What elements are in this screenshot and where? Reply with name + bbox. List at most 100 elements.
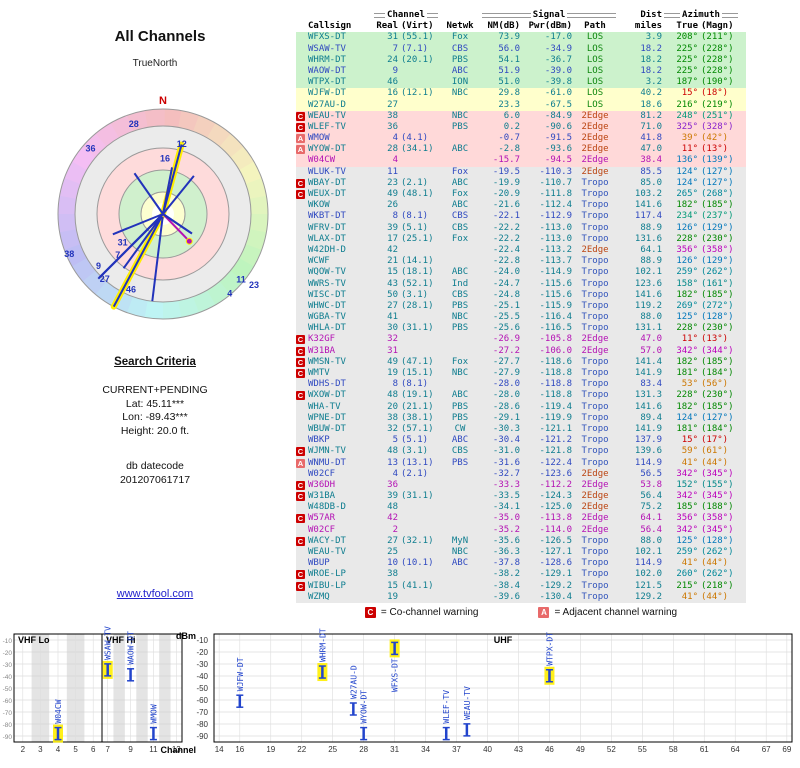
callsign-link[interactable]: WISC-DT bbox=[308, 289, 346, 300]
callsign-link[interactable]: WBUP bbox=[308, 558, 330, 569]
tvfool-link[interactable]: www.tvfool.com bbox=[116, 588, 194, 600]
search-mode: CURRENT+PENDING bbox=[102, 384, 208, 396]
table-row: C K32GF 32 -26.9 -105.8 2Edge 47.0 11° (13°) bbox=[296, 334, 746, 346]
noise-margin: 29.8 bbox=[498, 88, 520, 99]
callsign-link[interactable]: WLUK-TV bbox=[308, 166, 346, 177]
callsign-link[interactable]: K32GF bbox=[308, 334, 336, 345]
callsign-link[interactable]: WCWF bbox=[308, 256, 330, 267]
callsign-link[interactable]: WMOW bbox=[308, 133, 330, 144]
noise-margin: 51.9 bbox=[498, 65, 520, 76]
noise-margin: -35.2 bbox=[492, 524, 520, 535]
distance-miles: 47.0 bbox=[640, 144, 662, 155]
distance-miles: 137.9 bbox=[634, 435, 662, 446]
panel-title-vhf-lo: VHF Lo bbox=[18, 635, 50, 645]
callsign-link[interactable]: WACY-DT bbox=[308, 535, 346, 546]
callsign-link[interactable]: W36DH bbox=[308, 479, 336, 490]
real-channel: 2 bbox=[392, 524, 398, 535]
distance-miles: 114.9 bbox=[634, 558, 662, 569]
callsign-link[interactable]: WLAX-DT bbox=[308, 233, 346, 244]
real-channel: 31 bbox=[387, 32, 398, 43]
col-pwr: Pwr(dBm) bbox=[528, 21, 572, 32]
callsign-link[interactable]: WEAU-TV bbox=[308, 547, 346, 557]
network bbox=[440, 480, 480, 491]
callsign-link[interactable]: WMTV bbox=[308, 368, 330, 378]
distance-miles: 102.1 bbox=[634, 547, 662, 557]
network: Fox bbox=[451, 32, 469, 43]
callsign-link[interactable]: WWRS-TV bbox=[308, 278, 346, 289]
callsign-link[interactable]: W42DH-D bbox=[308, 244, 346, 255]
callsign-link[interactable]: WHA-TV bbox=[308, 401, 341, 412]
callsign-link[interactable]: W57AR bbox=[308, 513, 336, 524]
callsign-link[interactable]: WPNE-DT bbox=[308, 412, 346, 423]
search-criteria: Search Criteria CURRENT+PENDING Lat: 45.… bbox=[55, 356, 255, 487]
virtual-channel: (4.1) bbox=[401, 133, 429, 144]
callsign-link[interactable]: WKOW bbox=[308, 200, 330, 211]
callsign-link[interactable]: WFXS-DT bbox=[308, 32, 346, 43]
path: 2Edge bbox=[581, 468, 609, 479]
callsign-link[interactable]: W02CF bbox=[308, 468, 336, 479]
callsign-link[interactable]: WEUX-DT bbox=[308, 189, 346, 199]
callsign-link[interactable]: WGBA-TV bbox=[308, 312, 346, 323]
azimuth-magnetic: (211°) bbox=[701, 32, 734, 43]
noise-margin: -28.6 bbox=[492, 401, 520, 412]
callsign-link[interactable]: WSAW-TV bbox=[308, 43, 346, 54]
callsign-link[interactable]: WXOW-DT bbox=[308, 390, 346, 401]
real-channel: 9 bbox=[392, 65, 398, 76]
callsign-link[interactable]: W04CW bbox=[308, 155, 336, 166]
power: -106.0 bbox=[539, 345, 572, 356]
power: -129.2 bbox=[539, 580, 572, 591]
callsign-link[interactable]: WEAU-TV bbox=[308, 110, 346, 121]
power: -112.2 bbox=[539, 479, 572, 490]
warning-cell bbox=[296, 100, 308, 111]
callsign-link[interactable]: WYOW-DT bbox=[308, 144, 346, 155]
callsign-link[interactable]: W27AU-D bbox=[308, 99, 346, 110]
path: Tropo bbox=[581, 390, 609, 401]
channel-tick-label: 37 bbox=[452, 745, 461, 754]
callsign-link[interactable]: WIBU-LP bbox=[308, 580, 346, 591]
callsign-link[interactable]: WDHS-DT bbox=[308, 379, 346, 390]
callsign-link[interactable]: WZMQ bbox=[308, 591, 330, 602]
azimuth-true: 342° bbox=[676, 345, 698, 356]
power: -121.1 bbox=[539, 423, 572, 434]
real-channel: 27 bbox=[387, 300, 398, 311]
azimuth-true: 208° bbox=[676, 32, 698, 43]
callsign-link[interactable]: WJMN-TV bbox=[308, 446, 346, 457]
path: Tropo bbox=[581, 289, 609, 300]
callsign-link[interactable]: WKBT-DT bbox=[308, 211, 346, 222]
callsign-link[interactable]: W31BA bbox=[308, 491, 336, 502]
callsign-link[interactable]: WTPX-DT bbox=[308, 77, 346, 88]
radar-north-label: N bbox=[159, 95, 167, 107]
azimuth-magnetic: (218°) bbox=[701, 580, 734, 591]
callsign-link[interactable]: WBKP bbox=[308, 435, 330, 446]
real-channel: 36 bbox=[387, 479, 398, 490]
warning-cell bbox=[296, 267, 308, 278]
callsign-link[interactable]: WNMU-DT bbox=[308, 457, 346, 468]
callsign-link[interactable]: WLEF-TV bbox=[308, 121, 346, 132]
table-row: C W57AR 42 -35.0 -113.8 2Edge 64.1 356° (358°) bbox=[296, 513, 746, 525]
callsign-link[interactable]: WJFW-DT bbox=[308, 88, 346, 99]
callsign-link[interactable]: WAOW-DT bbox=[308, 65, 346, 76]
callsign-link[interactable]: WROE-LP bbox=[308, 569, 346, 580]
real-channel: 48 bbox=[387, 446, 398, 457]
distance-miles: 88.9 bbox=[640, 222, 662, 233]
noise-margin: -27.9 bbox=[492, 368, 520, 378]
path: Tropo bbox=[581, 547, 609, 557]
callsign-link[interactable]: WHLA-DT bbox=[308, 323, 346, 334]
noise-margin: -32.7 bbox=[492, 468, 520, 479]
channel-tick-label: 67 bbox=[762, 745, 771, 754]
callsign-link[interactable]: W02CF bbox=[308, 524, 336, 535]
callsign-link[interactable]: WBUW-DT bbox=[308, 423, 346, 434]
distance-miles: 18.6 bbox=[640, 99, 662, 110]
real-channel: 26 bbox=[387, 200, 398, 211]
azimuth-magnetic: (161°) bbox=[701, 278, 734, 289]
callsign-link[interactable]: WHWC-DT bbox=[308, 300, 346, 311]
noise-margin: 23.3 bbox=[498, 99, 520, 110]
callsign-link[interactable]: WFRV-DT bbox=[308, 222, 346, 233]
callsign-link[interactable]: W48DB-D bbox=[308, 502, 346, 513]
callsign-link[interactable]: W31BA bbox=[308, 345, 336, 356]
callsign-link[interactable]: WMSN-TV bbox=[308, 356, 346, 367]
callsign-link[interactable]: WQOW-TV bbox=[308, 267, 346, 278]
callsign-link[interactable]: WHRM-DT bbox=[308, 54, 346, 65]
callsign-link[interactable]: WBAY-DT bbox=[308, 177, 346, 188]
table-row: C W36DH 36 -33.3 -112.2 2Edge 53.8 152° (155°) bbox=[296, 479, 746, 492]
